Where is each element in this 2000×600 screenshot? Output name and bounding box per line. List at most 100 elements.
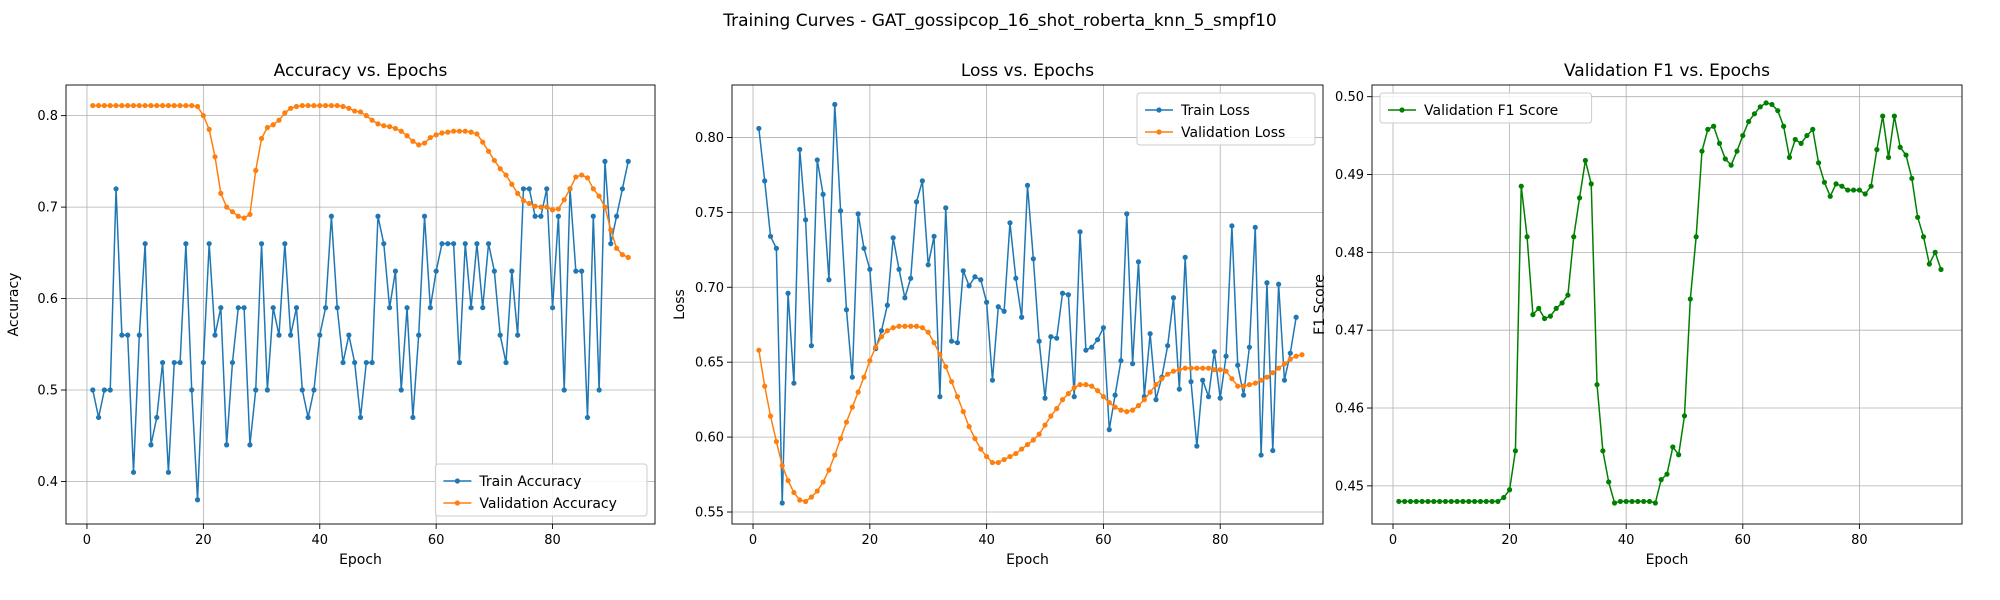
data-point (439, 130, 445, 136)
data-point (160, 359, 166, 366)
chart-loss: 0 20 40 60 80 0.55 0.60 0.65 0.70 0.75 0.80 Loss vs… (672, 61, 1324, 568)
data-point (1153, 382, 1159, 388)
data-point (1454, 498, 1460, 505)
data-point (1699, 148, 1705, 154)
axes-frame (731, 84, 1324, 525)
x-tick-label: 40 (311, 533, 328, 548)
data-point (573, 268, 579, 274)
data-point (549, 207, 556, 213)
data-point (1827, 193, 1833, 199)
y-tick-label: 0.60 (695, 431, 724, 446)
data-point (1810, 126, 1816, 132)
data-point (1281, 361, 1288, 367)
legend: Train Loss Validation Loss (1136, 92, 1316, 146)
legend-box (434, 463, 648, 517)
data-point (1932, 249, 1938, 255)
data-point (497, 166, 503, 172)
data-point (491, 268, 497, 274)
data-point (136, 102, 142, 109)
series-markers (756, 101, 1299, 506)
data-point (352, 359, 358, 366)
data-point (1571, 234, 1577, 240)
data-point (826, 277, 832, 283)
data-point (177, 359, 183, 366)
data-point (305, 414, 311, 421)
data-point (288, 332, 294, 338)
data-point (1460, 498, 1466, 505)
y-tick-label: 0.8 (37, 109, 58, 124)
data-point (1223, 353, 1229, 359)
data-point (1194, 443, 1200, 449)
data-point (1559, 300, 1565, 306)
data-point (1670, 444, 1676, 450)
data-point (1926, 261, 1932, 267)
x-tick-label: 40 (978, 533, 995, 548)
data-point (416, 332, 422, 338)
data-point (608, 227, 614, 233)
x-tick-label: 60 (428, 533, 445, 548)
data-point (931, 233, 937, 239)
data-point (1077, 229, 1083, 235)
data-point (826, 467, 832, 473)
data-point (919, 178, 925, 184)
data-point (984, 453, 990, 460)
data-point (1042, 422, 1048, 428)
data-point (247, 211, 253, 218)
series-markers (756, 323, 1305, 505)
data-point (1165, 343, 1171, 349)
data-point (1252, 380, 1258, 386)
data-point (596, 193, 602, 199)
data-point (1466, 498, 1472, 505)
data-point (1188, 365, 1194, 371)
data-point (404, 133, 410, 139)
data-point (177, 102, 183, 109)
data-point (561, 197, 567, 203)
data-point (90, 387, 96, 393)
x-tick-label: 80 (1851, 533, 1868, 548)
data-point (293, 103, 300, 110)
data-point (1681, 413, 1688, 419)
data-point (1746, 118, 1752, 125)
data-point (451, 128, 457, 134)
data-point (1194, 365, 1200, 371)
data-point (1223, 368, 1229, 374)
data-point (462, 241, 468, 247)
data-point (820, 479, 826, 485)
data-point (1013, 450, 1019, 457)
y-tick-label: 0.47 (1335, 324, 1364, 339)
data-point (1054, 406, 1060, 412)
data-point (1270, 447, 1276, 454)
data-point (218, 190, 224, 196)
data-point (791, 489, 797, 496)
data-point (1582, 157, 1588, 164)
data-point (224, 204, 230, 210)
data-point (1565, 292, 1571, 298)
axes-frame (65, 84, 656, 525)
data-point (183, 102, 189, 109)
data-point (1553, 305, 1559, 311)
data-point (602, 158, 608, 164)
data-point (1530, 312, 1536, 318)
data-point (954, 340, 961, 346)
data-point (1276, 281, 1282, 287)
data-point (119, 102, 125, 109)
data-point (532, 213, 538, 219)
legend-marker (1399, 107, 1405, 113)
data-point (206, 126, 212, 132)
data-point (579, 268, 585, 274)
data-point (1839, 183, 1845, 189)
legend-label: Validation F1 Score (1424, 103, 1558, 119)
data-point (913, 199, 920, 205)
data-point (538, 204, 544, 210)
data-point (1176, 367, 1182, 373)
figure-title: Training Curves - GAT_gossipcop_16_shot_… (722, 11, 1276, 31)
data-point (1036, 431, 1042, 437)
data-point (1442, 498, 1449, 505)
data-point (1182, 254, 1188, 260)
data-point (908, 323, 914, 329)
data-point (1211, 367, 1217, 373)
y-tick-label: 0.50 (1335, 90, 1364, 105)
data-point (369, 117, 375, 123)
data-point (1693, 234, 1699, 240)
data-point (340, 359, 346, 366)
